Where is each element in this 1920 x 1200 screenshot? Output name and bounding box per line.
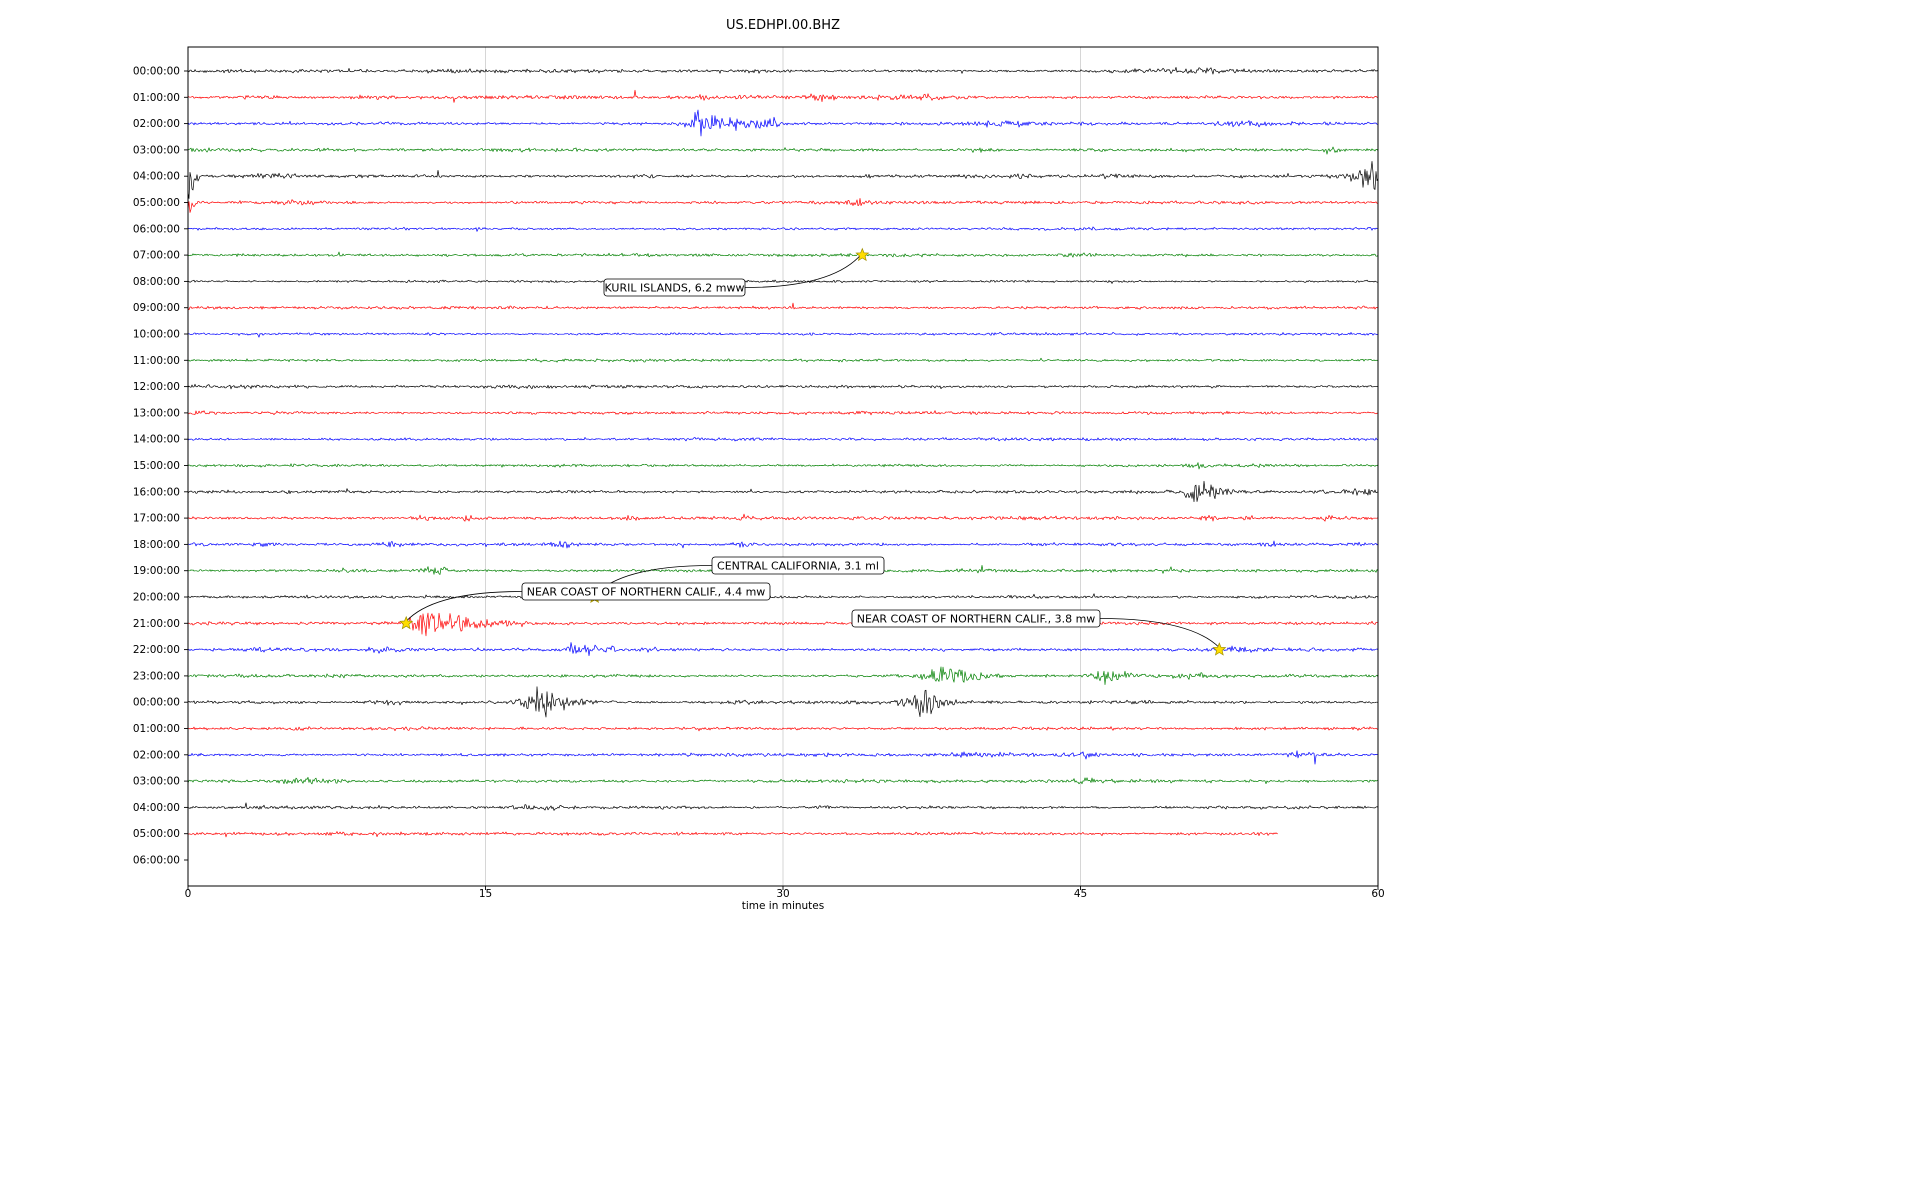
seismogram-trace-row: [187, 383, 1379, 390]
event-star-icon: [1212, 642, 1227, 656]
seismogram-trace-row: [187, 776, 1379, 785]
y-axis-label: 04:00:00: [133, 171, 180, 183]
waveform-traces: [187, 66, 1379, 838]
event-annotation-box: [711, 556, 885, 575]
y-axis-label: 03:00:00: [133, 776, 180, 788]
x-tick-label: 45: [1074, 888, 1087, 900]
seismogram-trace-row: [187, 331, 1379, 338]
y-axis-label: 02:00:00: [133, 118, 180, 130]
event-star-icon: [399, 615, 414, 630]
y-axis-label: 22:00:00: [133, 644, 180, 656]
y-axis-label: 07:00:00: [133, 250, 180, 262]
event-annotation-label: NEAR COAST OF NORTHERN CALIF., 3.8 mw: [857, 613, 1096, 626]
seismogram-trace-row: [187, 750, 1379, 765]
seismogram-trace-row: [187, 462, 1379, 470]
seismogram-trace-row: [187, 831, 1279, 838]
x-tick-label: 0: [185, 888, 192, 900]
annotation-connector: [744, 252, 863, 288]
event-annotation-box: [521, 582, 771, 601]
seismogram-trace-row: [187, 540, 1379, 549]
y-axis-label: 13:00:00: [133, 407, 180, 419]
y-axis-label: 12:00:00: [133, 381, 180, 393]
seismogram-trace-row: [187, 161, 1379, 199]
annotation-connector: [1099, 618, 1220, 648]
y-axis-label: 15:00:00: [133, 460, 180, 472]
y-axis-label: 18:00:00: [133, 539, 180, 551]
y-axis-label: 04:00:00: [133, 802, 180, 814]
grid-and-axes: 0 15 30 45 60 00:00:00 01:00:00 02:00:00 03:00:0…: [133, 47, 1385, 900]
y-axis-label: 11:00:00: [133, 355, 180, 367]
x-tick-label: 15: [479, 888, 492, 900]
seismogram-trace-row: [187, 666, 1379, 685]
event-annotation-box: [851, 609, 1101, 628]
seismogram-trace-row: [187, 437, 1379, 442]
y-axis-label: 21:00:00: [133, 618, 180, 630]
y-axis-label: 06:00:00: [133, 855, 180, 867]
y-axis-label: 09:00:00: [133, 302, 180, 314]
seismogram-trace-row: [187, 226, 1378, 232]
y-axis-label: 06:00:00: [133, 223, 180, 235]
seismogram-trace-row: [187, 410, 1379, 416]
event-annotation-box: [603, 278, 746, 297]
seismogram-trace-row: [187, 480, 1379, 503]
seismogram-trace-row: [187, 726, 1379, 732]
y-axis-label: 10:00:00: [133, 329, 180, 341]
seismogram-trace-row: [187, 686, 1379, 718]
x-axis-title: time in minutes: [742, 900, 824, 912]
seismogram-trace-row: [187, 357, 1379, 363]
y-axis-label: 14:00:00: [133, 434, 180, 446]
y-axis-label: 08:00:00: [133, 276, 180, 288]
y-axis-label: 17:00:00: [133, 513, 180, 525]
y-axis-label: 00:00:00: [133, 66, 180, 78]
seismogram-trace-row: [187, 66, 1379, 75]
y-axis-label: 05:00:00: [133, 197, 180, 209]
x-tick-label: 60: [1371, 888, 1384, 900]
seismogram-trace-row: [187, 612, 1379, 637]
seismogram-trace-row: [187, 251, 1379, 258]
seismogram-trace-row: [187, 513, 1379, 522]
y-axis-label: 16:00:00: [133, 486, 180, 498]
seismogram-trace-row: [187, 89, 1379, 103]
event-annotation-label: KURIL ISLANDS, 6.2 mww: [605, 282, 745, 295]
plot-border: [187, 46, 1379, 887]
event-annotation-label: CENTRAL CALIFORNIA, 3.1 ml: [717, 560, 879, 573]
x-tick-label: 30: [776, 888, 789, 900]
y-axis-label: 23:00:00: [133, 670, 180, 682]
seismogram-trace-row: [187, 642, 1379, 657]
seismogram-trace-row: [187, 593, 1379, 600]
plot-title: US.EDHPI.00.BHZ: [726, 18, 840, 33]
y-axis-label: 05:00:00: [133, 828, 180, 840]
seismogram-trace-row: [187, 302, 1379, 311]
event-annotations: KURIL ISLANDS, 6.2 mww CENTRAL CALIFORNIA…: [399, 247, 1227, 656]
y-axis-label: 19:00:00: [133, 565, 180, 577]
seismogram-trace-row: [187, 802, 1379, 811]
y-axis-label: 01:00:00: [133, 92, 180, 104]
event-annotation-label: NEAR COAST OF NORTHERN CALIF., 4.4 mw: [527, 586, 766, 599]
annotation-connector: [405, 591, 523, 622]
seismogram-trace-row: [187, 146, 1379, 155]
seismogram-trace-row: [187, 109, 1379, 137]
seismogram-trace-row: [187, 279, 1379, 284]
event-star-icon: [855, 247, 870, 262]
y-axis-label: 02:00:00: [133, 749, 180, 761]
y-axis-label: 20:00:00: [133, 592, 180, 604]
y-axis-label: 03:00:00: [133, 144, 180, 156]
seismogram-trace-row: [187, 198, 1379, 213]
y-axis-label: 01:00:00: [133, 723, 180, 735]
y-axis-label: 00:00:00: [133, 697, 180, 709]
